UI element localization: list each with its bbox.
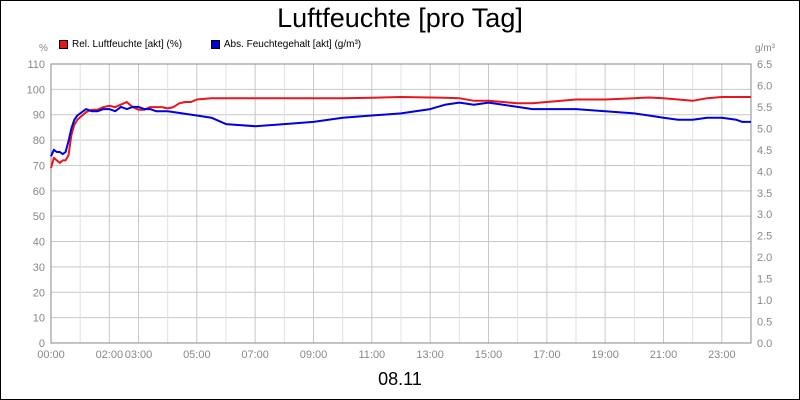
x-tick-label: 02:00 [96, 349, 124, 361]
y-right-tick-label: 6.5 [757, 59, 772, 71]
y-left-tick-label: 20 [33, 287, 45, 299]
legend-swatch-blue [210, 40, 220, 49]
y-right-tick-label: 1.5 [757, 274, 772, 286]
legend-item-rel: Rel. Luftfeuchte [akt] (%) [59, 39, 182, 50]
y-right-tick-label: 1.0 [757, 295, 772, 307]
y-right-tick-label: 3.5 [757, 188, 772, 200]
y-left-tick-label: 90 [33, 110, 45, 122]
series-line-rel-humidity [50, 96, 751, 169]
x-tick-label: 23:00 [708, 349, 736, 361]
y-right-tick-label: 5.0 [757, 123, 772, 135]
legend-label-rel: Rel. Luftfeuchte [akt] (%) [72, 39, 183, 50]
y-right-tick-label: 2.0 [757, 252, 772, 264]
x-tick-label: 05:00 [183, 349, 211, 361]
y-left-tick-label: 80 [33, 135, 45, 147]
y-left-tick-label: 10 [33, 313, 45, 325]
chart-title: Luftfeuchte [pro Tag] [277, 3, 523, 33]
y-left-tick-label: 100 [27, 84, 45, 96]
y-left-tick-label: 50 [33, 211, 45, 223]
x-tick-label: 11:00 [358, 349, 385, 361]
y-left-tick-label: 30 [33, 262, 45, 274]
legend-item-abs: Abs. Feuchtegehalt [akt] (g/m³) [210, 39, 362, 50]
plot-border [50, 63, 752, 344]
x-tick-label: 17:00 [533, 349, 561, 361]
x-tick-label: 15:00 [475, 349, 503, 361]
y-left-tick-label: 40 [33, 237, 45, 249]
series-line-abs-humidity [50, 101, 751, 157]
legend: Rel. Luftfeuchte [akt] (%) Abs. Feuchteg… [59, 39, 387, 52]
y-right-tick-label: 0.0 [757, 338, 772, 350]
y-right-tick-label: 3.0 [757, 209, 772, 221]
x-tick-label: 00:00 [37, 349, 65, 361]
y-right-tick-label: 6.0 [757, 80, 772, 92]
x-tick-label: 13:00 [416, 349, 444, 361]
y-right-tick-label: 2.5 [757, 231, 772, 243]
date-label: 08.11 [378, 369, 422, 389]
legend-swatch-red [59, 40, 68, 49]
y-left-tick-label: 60 [33, 186, 45, 198]
left-axis-unit: % [39, 43, 48, 54]
y-right-tick-label: 5.5 [757, 102, 772, 114]
y-right-tick-label: 4.5 [757, 145, 772, 157]
x-tick-label: 21:00 [650, 349, 678, 361]
x-tick-label: 09:00 [300, 349, 328, 361]
x-tick-label: 03:00 [125, 349, 153, 361]
right-axis-unit: g/m³ [755, 43, 775, 54]
y-left-tick-label: 110 [27, 59, 45, 71]
legend-label-abs: Abs. Feuchtegehalt [akt] (g/m³) [223, 39, 362, 50]
y-left-tick-label: 0 [39, 338, 45, 350]
y-left-tick-label: 70 [33, 160, 45, 172]
y-right-tick-label: 4.0 [757, 166, 772, 178]
y-right-tick-label: 0.5 [757, 317, 772, 329]
x-tick-label: 19:00 [591, 349, 619, 361]
x-tick-label: 07:00 [241, 349, 269, 361]
